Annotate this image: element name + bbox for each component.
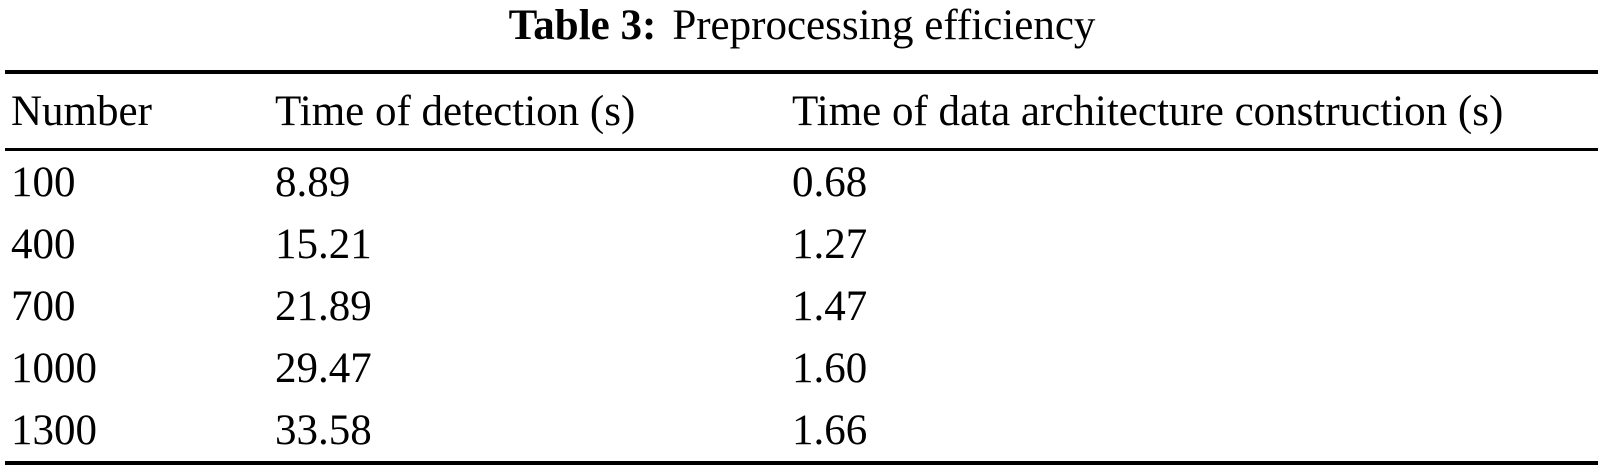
cell-construction-time: 0.68 (792, 158, 868, 206)
table-body: 100 8.89 0.68 400 15.21 1.27 700 21.89 1… (5, 150, 1598, 464)
cell-number: 700 (11, 282, 76, 330)
table-row: 400 15.21 1.27 (5, 213, 1598, 275)
cell-detection-time: 15.21 (275, 220, 372, 268)
column-header-number: Number (5, 72, 275, 151)
table-row: 1000 29.47 1.60 (5, 337, 1598, 399)
cell-detection-time: 21.89 (275, 282, 372, 330)
cell-construction-time: 1.47 (792, 282, 868, 330)
table-header: Number Time of detection (s) Time of dat… (5, 72, 1598, 151)
cell-number: 100 (11, 158, 76, 206)
header-row: Number Time of detection (s) Time of dat… (5, 72, 1598, 151)
cell-number: 1300 (11, 406, 97, 454)
cell-construction-time: 1.60 (792, 344, 868, 392)
table-caption-title: Preprocessing efficiency (672, 2, 1096, 49)
table-row: 100 8.89 0.68 (5, 150, 1598, 214)
table-row: 700 21.89 1.47 (5, 275, 1598, 337)
cell-detection-time: 8.89 (275, 158, 351, 206)
cell-detection-time: 29.47 (275, 344, 372, 392)
preprocessing-efficiency-table: Number Time of detection (s) Time of dat… (5, 70, 1598, 465)
cell-number: 1000 (11, 344, 97, 392)
cell-construction-time: 1.27 (792, 220, 868, 268)
cell-detection-time: 33.58 (275, 406, 372, 454)
table-caption: Table 3: Preprocessing efficiency (0, 0, 1604, 50)
column-header-construction-time: Time of data architecture construction (… (792, 72, 1598, 151)
column-header-detection-time: Time of detection (s) (275, 72, 792, 151)
cell-construction-time: 1.66 (792, 406, 868, 454)
table-caption-label: Table 3: (508, 2, 657, 49)
cell-number: 400 (11, 220, 76, 268)
table-row: 1300 33.58 1.66 (5, 399, 1598, 463)
